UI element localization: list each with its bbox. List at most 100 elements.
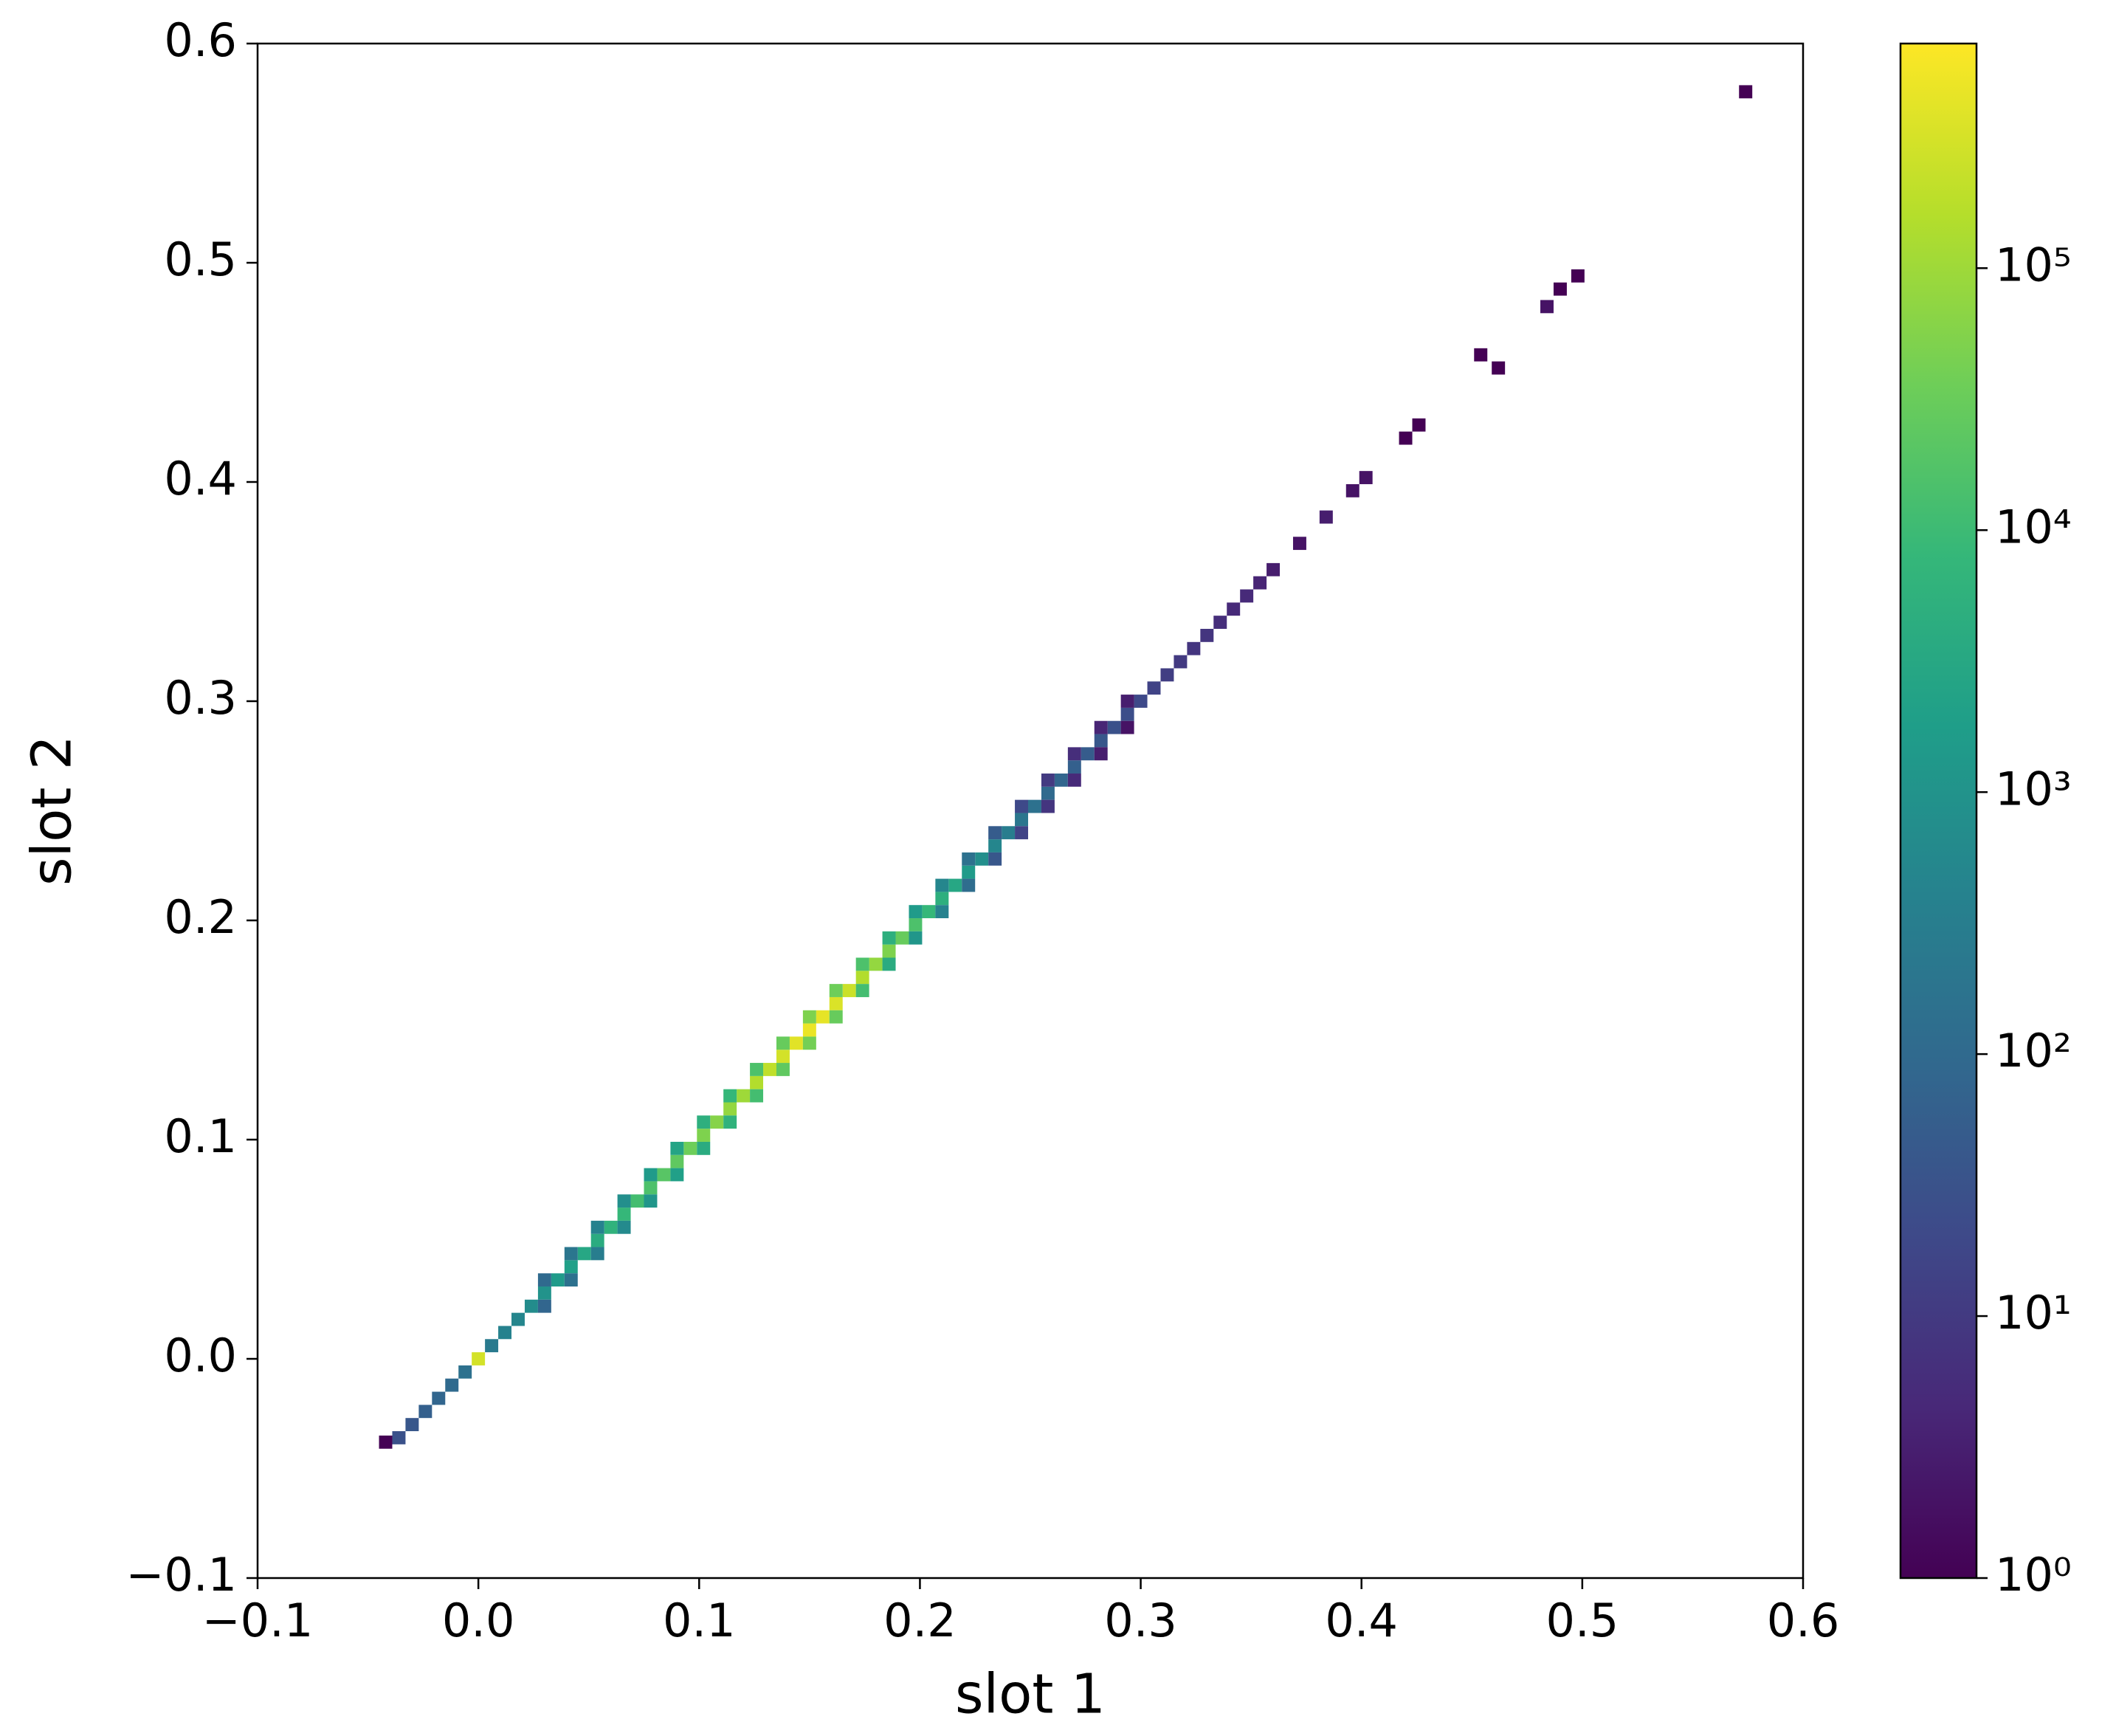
bin-cell — [750, 1063, 764, 1076]
bin-cell — [1319, 510, 1333, 524]
bin-cell — [379, 1435, 393, 1449]
bin-cell — [737, 1089, 751, 1103]
bin-cell — [855, 984, 869, 997]
bin-cell — [882, 957, 896, 971]
bin-cell — [670, 1141, 684, 1155]
bin-cell — [564, 1273, 578, 1286]
bin-cell — [829, 984, 843, 997]
bin-cell — [1107, 720, 1121, 734]
y-tick-label: 0.5 — [164, 232, 237, 286]
bin-cell — [1041, 786, 1055, 800]
bin-cell — [1015, 813, 1029, 827]
bin-cell — [935, 892, 949, 906]
colorbar-tick-label: 10³ — [1995, 762, 2072, 816]
x-tick-label: 0.6 — [1767, 1594, 1840, 1647]
bin-cell — [1540, 300, 1554, 314]
bin-cell — [776, 1050, 790, 1064]
bin-cell — [630, 1194, 644, 1208]
bin-cell — [723, 1089, 737, 1103]
bin-cell — [1345, 483, 1359, 497]
bin-cell — [1028, 799, 1041, 813]
y-tick-label: −0.1 — [125, 1548, 237, 1602]
bin-cell — [855, 957, 869, 971]
bin-cell — [988, 852, 1002, 866]
bin-cell — [1174, 655, 1188, 669]
bin-cell — [670, 1168, 684, 1182]
bin-cell — [1492, 361, 1506, 375]
bin-cell — [909, 905, 923, 919]
bin-cell — [1399, 431, 1413, 445]
colorbar-tick-label: 10⁵ — [1995, 238, 2072, 292]
bin-cell — [617, 1208, 631, 1221]
x-tick-label: 0.3 — [1104, 1594, 1177, 1647]
bin-cell — [1120, 720, 1134, 734]
bin-cell — [524, 1299, 538, 1313]
bin-cell — [644, 1194, 658, 1208]
bin-cell — [935, 905, 949, 919]
bin-cell — [1094, 720, 1108, 734]
bin-cell — [909, 931, 923, 945]
x-tick-label: −0.1 — [202, 1594, 314, 1647]
bin-cell — [802, 1010, 816, 1024]
bin-cell — [1015, 826, 1029, 840]
bin-cell — [405, 1418, 419, 1432]
bin-cell — [789, 1036, 803, 1050]
bin-cell — [617, 1194, 631, 1208]
y-tick-label: 0.0 — [164, 1329, 237, 1382]
bin-cell — [750, 1075, 764, 1089]
bin-cell — [935, 878, 949, 892]
bin-cell — [723, 1102, 737, 1116]
bin-cell — [1054, 774, 1068, 787]
bin-cell — [882, 944, 896, 958]
x-tick-label: 0.4 — [1325, 1594, 1398, 1647]
bin-cell — [1002, 826, 1016, 840]
bin-cell — [1474, 348, 1488, 362]
bin-cell — [829, 1010, 843, 1024]
bin-cell — [895, 931, 909, 945]
bin-cell — [551, 1273, 565, 1286]
bin-cell — [485, 1339, 499, 1353]
bin-cell — [498, 1326, 512, 1340]
bin-cell — [1120, 695, 1134, 708]
bin-cell — [590, 1247, 604, 1261]
colorbar — [1900, 44, 1977, 1578]
bin-cell — [590, 1233, 604, 1247]
bin-cell — [418, 1405, 432, 1419]
bin-cell — [855, 971, 869, 985]
bin-cell — [537, 1299, 551, 1313]
bin-cell — [802, 1023, 816, 1037]
bin-cell — [697, 1141, 711, 1155]
bin-cell — [537, 1273, 551, 1286]
y-tick-label: 0.4 — [164, 452, 237, 506]
bin-cell — [604, 1220, 618, 1234]
y-tick-label: 0.6 — [164, 13, 237, 67]
bin-cell — [590, 1220, 604, 1234]
bin-cell — [472, 1352, 486, 1365]
bin-cell — [869, 957, 883, 971]
bin-cell — [564, 1247, 578, 1261]
bin-cell — [1094, 747, 1108, 761]
bin-cell — [776, 1063, 790, 1076]
bin-cell — [1134, 695, 1148, 708]
x-tick-label: 0.5 — [1546, 1594, 1619, 1647]
bin-cell — [1571, 269, 1585, 283]
bin-cell — [458, 1365, 472, 1379]
x-tick-label: 0.1 — [663, 1594, 736, 1647]
bin-cell — [697, 1129, 711, 1142]
bin-cell — [1739, 85, 1753, 99]
bin-cell — [962, 852, 976, 866]
bin-cell — [750, 1089, 764, 1103]
bin-cell — [962, 878, 976, 892]
bin-cell — [882, 931, 896, 945]
bin-cell — [392, 1431, 406, 1444]
colorbar-tick-label: 10⁰ — [1995, 1548, 2072, 1602]
bin-cell — [1015, 799, 1029, 813]
bin-cell — [948, 878, 962, 892]
bin-cell — [1200, 628, 1214, 642]
bin-cell — [432, 1391, 446, 1405]
bin-cell — [1081, 747, 1095, 761]
bin-cell — [1553, 282, 1567, 296]
bin-cell — [577, 1247, 591, 1261]
y-tick-label: 0.3 — [164, 671, 237, 725]
